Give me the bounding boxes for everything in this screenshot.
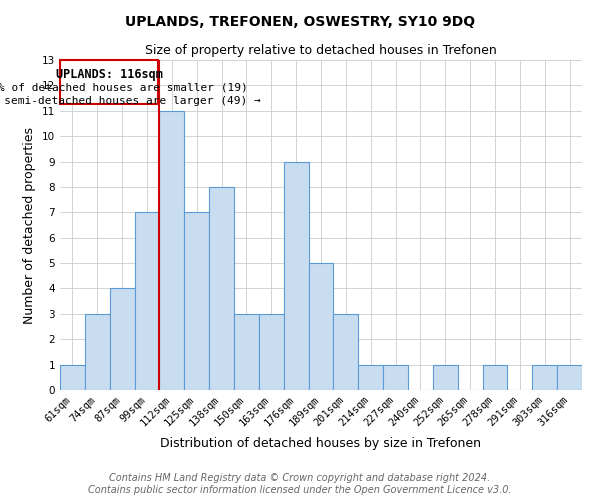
- Bar: [433, 364, 458, 390]
- Bar: [259, 314, 284, 390]
- Text: UPLANDS, TREFONEN, OSWESTRY, SY10 9DQ: UPLANDS, TREFONEN, OSWESTRY, SY10 9DQ: [125, 15, 475, 29]
- Y-axis label: Number of detached properties: Number of detached properties: [23, 126, 37, 324]
- Bar: [358, 364, 383, 390]
- Bar: [134, 212, 160, 390]
- Text: Contains HM Land Registry data © Crown copyright and database right 2024.
Contai: Contains HM Land Registry data © Crown c…: [88, 474, 512, 495]
- Bar: [482, 364, 508, 390]
- Bar: [532, 364, 557, 390]
- Bar: [308, 263, 334, 390]
- Bar: [85, 314, 110, 390]
- Bar: [110, 288, 134, 390]
- Title: Size of property relative to detached houses in Trefonen: Size of property relative to detached ho…: [145, 44, 497, 58]
- Text: 72% of semi-detached houses are larger (49) →: 72% of semi-detached houses are larger (…: [0, 96, 261, 106]
- Bar: [234, 314, 259, 390]
- Bar: [60, 60, 158, 104]
- Bar: [284, 162, 308, 390]
- Text: UPLANDS: 116sqm: UPLANDS: 116sqm: [56, 68, 163, 80]
- Bar: [557, 364, 582, 390]
- Text: ← 28% of detached houses are smaller (19): ← 28% of detached houses are smaller (19…: [0, 83, 247, 93]
- Bar: [383, 364, 408, 390]
- Bar: [160, 111, 184, 390]
- Bar: [184, 212, 209, 390]
- Bar: [60, 364, 85, 390]
- Bar: [334, 314, 358, 390]
- X-axis label: Distribution of detached houses by size in Trefonen: Distribution of detached houses by size …: [161, 437, 482, 450]
- Bar: [209, 187, 234, 390]
